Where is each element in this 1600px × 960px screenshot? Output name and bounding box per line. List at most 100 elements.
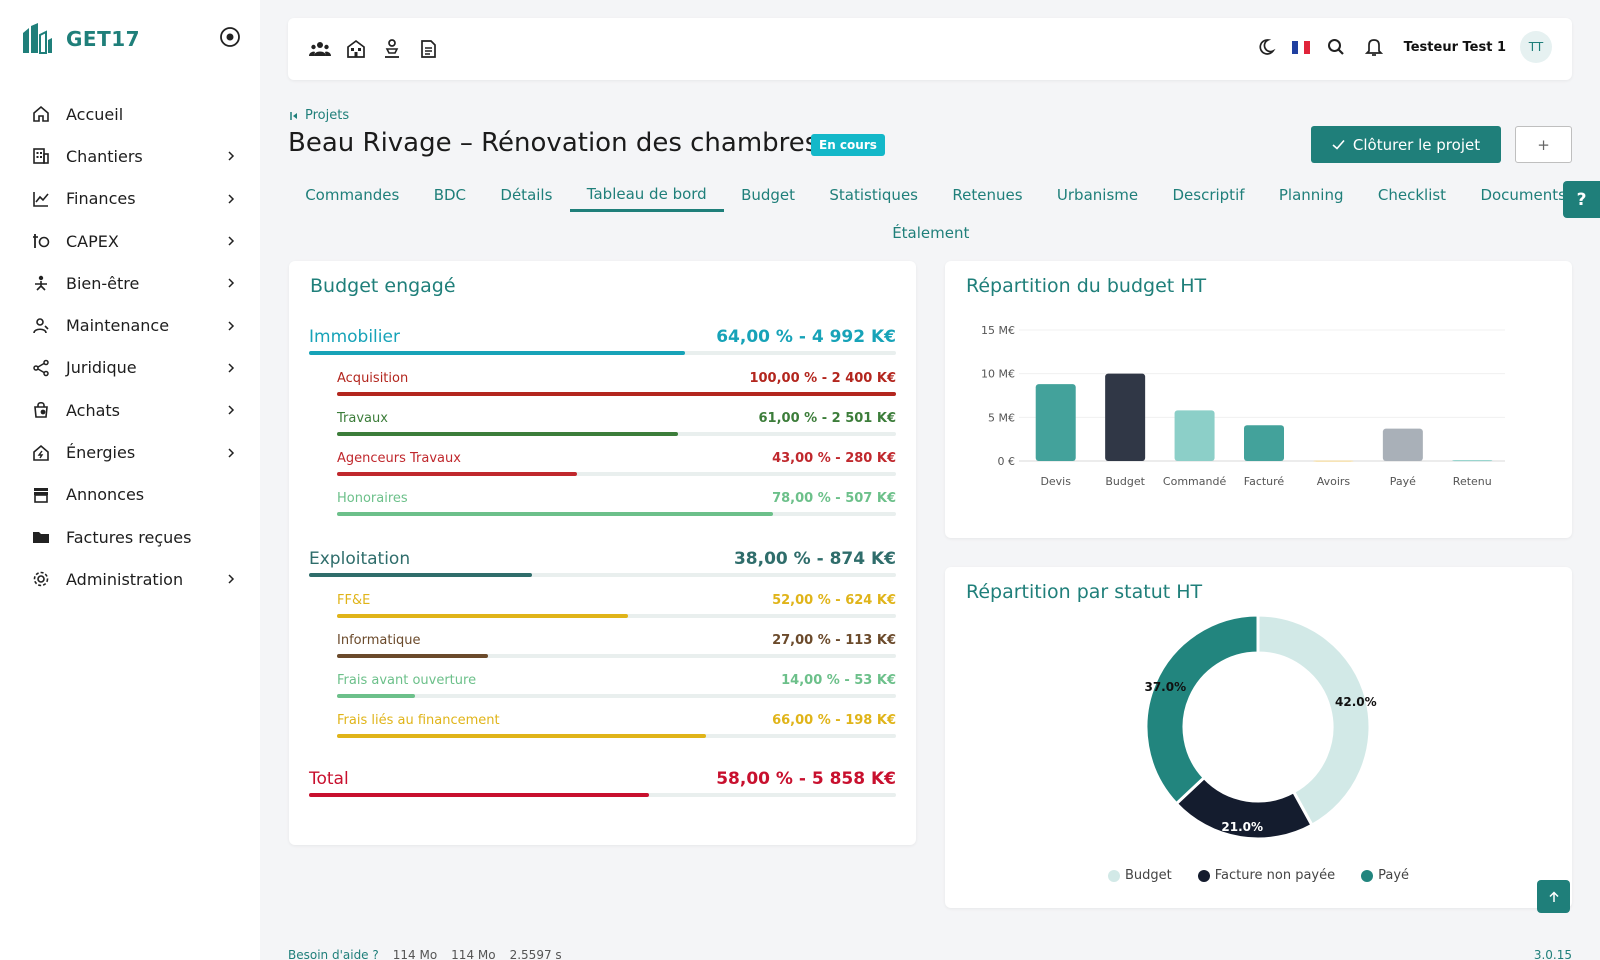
progress-fill bbox=[309, 351, 685, 355]
users-icon[interactable] bbox=[308, 37, 332, 61]
topbar: Testeur Test 1 TT bbox=[288, 18, 1572, 80]
tab-retenues[interactable]: Retenues bbox=[952, 186, 1023, 204]
budget-category-row: Immobilier 64,00 % - 4 992 K€ bbox=[309, 327, 896, 355]
sidebar-item-annonces[interactable]: Annonces bbox=[0, 474, 260, 516]
budget-row-value: 38,00 % - 874 K€ bbox=[733, 549, 896, 569]
bar-payé[interactable] bbox=[1382, 428, 1423, 461]
legend-label: Budget bbox=[1124, 868, 1172, 883]
sidebar-item-administration[interactable]: Administration bbox=[0, 558, 260, 600]
tab-checklist[interactable]: Checklist bbox=[1377, 186, 1447, 204]
sidebar-item-energies[interactable]: Énergies bbox=[0, 431, 260, 473]
budget-subcategory-row: Informatique 27,00 % - 113 K€ bbox=[337, 633, 896, 659]
sidebar-item-bien-etre[interactable]: Bien-être bbox=[0, 262, 260, 304]
slice-value-label: 42.0% bbox=[1335, 695, 1377, 709]
budget-row-label: Informatique bbox=[337, 633, 421, 648]
document-icon[interactable] bbox=[416, 37, 440, 61]
bar-avoirs[interactable] bbox=[1313, 460, 1354, 462]
slice-budget[interactable] bbox=[1256, 613, 1372, 828]
card-title: Répartition par statut HT bbox=[966, 581, 1203, 603]
chevron-right-icon bbox=[228, 447, 235, 458]
tab-descriptif[interactable]: Descriptif bbox=[1172, 186, 1245, 204]
progress-fill bbox=[337, 392, 896, 396]
tab-étalement[interactable]: Étalement bbox=[892, 224, 970, 242]
bar-facturé[interactable] bbox=[1244, 425, 1284, 461]
search-icon[interactable] bbox=[1324, 35, 1348, 59]
help-link[interactable]: Besoin d'aide ? bbox=[288, 948, 379, 960]
breadcrumb-projects[interactable]: Projets bbox=[305, 108, 350, 123]
legend-label: Payé bbox=[1378, 868, 1410, 883]
tab-urbanisme[interactable]: Urbanisme bbox=[1056, 186, 1139, 204]
slice-value-label: 37.0% bbox=[1144, 680, 1186, 694]
bar-commandé[interactable] bbox=[1174, 410, 1215, 461]
chevron-right-icon bbox=[228, 278, 235, 288]
progress-track bbox=[309, 793, 896, 797]
budget-subcategory-row: Acquisition 100,00 % - 2 400 K€ bbox=[337, 371, 896, 397]
budget-subcategory-row: Frais liés au financement 66,00 % - 198 K… bbox=[337, 713, 896, 739]
budget-row-value: 61,00 % - 2 501 K€ bbox=[758, 411, 896, 426]
y-tick-label: 0 € bbox=[998, 455, 1016, 468]
progress-fill bbox=[337, 734, 706, 738]
scroll-to-top-button[interactable] bbox=[1537, 880, 1570, 913]
chevron-right-icon bbox=[228, 363, 235, 373]
slice-payé[interactable] bbox=[1144, 613, 1260, 806]
page-title: Beau Rivage – Rénovation des chambres bbox=[288, 128, 819, 158]
legend-item[interactable]: Budget bbox=[1107, 868, 1172, 883]
sidebar-item-label: Juridique bbox=[66, 358, 137, 378]
bar-chart: 0 € 5 M€ 10 M€ 15 M€ Devis Budget Commandé Fact… bbox=[981, 324, 1505, 488]
help-button[interactable]: ? bbox=[1563, 181, 1600, 218]
finance-chart-icon bbox=[30, 188, 52, 210]
sidebar-item-accueil[interactable]: Accueil bbox=[0, 93, 260, 135]
bar-retenu[interactable] bbox=[1452, 460, 1493, 462]
bell-icon[interactable] bbox=[1362, 35, 1386, 59]
tab-planning[interactable]: Planning bbox=[1278, 186, 1344, 204]
progress-fill bbox=[309, 573, 533, 577]
sidebar-item-achats[interactable]: Achats bbox=[0, 389, 260, 431]
person-icon[interactable] bbox=[380, 37, 404, 61]
tab-bdc[interactable]: BDC bbox=[433, 186, 467, 204]
bar-devis[interactable] bbox=[1035, 384, 1076, 461]
progress-fill bbox=[337, 694, 416, 698]
sidebar-toggle-icon[interactable] bbox=[219, 26, 241, 48]
back-first-icon bbox=[290, 111, 297, 120]
tab-statistiques[interactable]: Statistiques bbox=[829, 186, 918, 204]
add-button[interactable]: + bbox=[1515, 126, 1572, 163]
sidebar-item-label: Factures reçues bbox=[66, 527, 192, 547]
budget-row-label: FF&E bbox=[337, 593, 371, 608]
user-name[interactable]: Testeur Test 1 bbox=[1403, 39, 1506, 55]
progress-fill bbox=[309, 793, 650, 797]
budget-subcategory-row: Travaux 61,00 % - 2 501 K€ bbox=[337, 411, 896, 437]
avatar[interactable]: TT bbox=[1520, 31, 1552, 63]
building-icon[interactable] bbox=[344, 37, 368, 61]
x-tick-label: Facturé bbox=[1244, 475, 1285, 488]
slice-value-label: 21.0% bbox=[1221, 820, 1263, 834]
footer-stat: 2.5597 s bbox=[509, 948, 562, 960]
progress-track bbox=[337, 432, 896, 436]
app-version: 3.0.15 bbox=[1533, 948, 1572, 960]
bar-budget[interactable] bbox=[1105, 373, 1146, 461]
sidebar-item-label: Énergies bbox=[66, 443, 136, 463]
dark-mode-icon[interactable] bbox=[1254, 35, 1278, 59]
tab-commandes[interactable]: Commandes bbox=[305, 186, 400, 204]
legend-item[interactable]: Payé bbox=[1361, 868, 1409, 883]
legend-item[interactable]: Facture non payée bbox=[1197, 868, 1335, 883]
donut-chart: 42.0% 21.0% 37.0% bbox=[1144, 613, 1377, 841]
brand[interactable]: GET17 bbox=[20, 22, 140, 56]
sidebar-item-factures-recues[interactable]: Factures reçues bbox=[0, 516, 260, 558]
sidebar-item-chantiers[interactable]: Chantiers bbox=[0, 135, 260, 177]
budget-distribution-card: Répartition du budget HT 0 € 5 M€ 10 M€ 15 … bbox=[945, 261, 1572, 538]
sidebar-item-label: Achats bbox=[66, 400, 121, 420]
sidebar-item-maintenance[interactable]: Maintenance bbox=[0, 304, 260, 346]
tab-tableau-de-bord[interactable]: Tableau de bord bbox=[569, 178, 724, 212]
sidebar-item-finances[interactable]: Finances bbox=[0, 178, 260, 220]
sidebar-item-juridique[interactable]: Juridique bbox=[0, 347, 260, 389]
budget-row-value: 43,00 % - 280 K€ bbox=[772, 451, 896, 466]
tab-budget[interactable]: Budget bbox=[741, 186, 796, 204]
chevron-right-icon bbox=[228, 236, 235, 246]
topbar-actions: Testeur Test 1 TT bbox=[1254, 31, 1552, 63]
tab-documents[interactable]: Documents bbox=[1480, 186, 1566, 204]
sidebar-item-capex[interactable]: CAPEX bbox=[0, 220, 260, 262]
close-project-button[interactable]: Clôturer le projet bbox=[1311, 126, 1501, 163]
breadcrumb[interactable]: Projets bbox=[289, 108, 349, 123]
language-flag-icon[interactable] bbox=[1291, 40, 1310, 54]
tab-détails[interactable]: Détails bbox=[500, 186, 553, 204]
